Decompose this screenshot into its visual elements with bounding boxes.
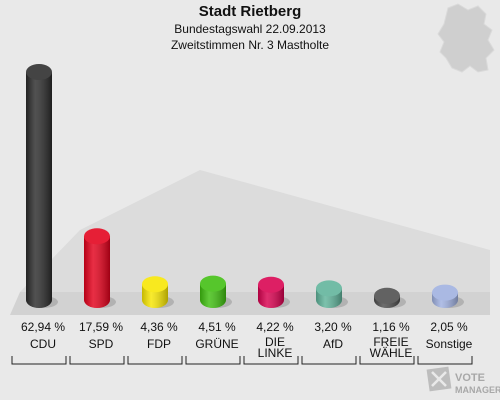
category-bracket — [301, 356, 357, 365]
bar-cdu — [26, 64, 58, 308]
category-label: CDU — [30, 337, 56, 351]
category-label: AfD — [323, 337, 343, 351]
chart-floor — [10, 292, 490, 315]
value-label: 4,36 % — [140, 320, 178, 334]
bar-die-linke — [258, 276, 290, 308]
value-label: 17,59 % — [79, 320, 123, 334]
bar-spd — [84, 228, 116, 308]
bar-sonstige — [432, 284, 464, 308]
chart-title: Stadt Rietberg — [198, 3, 302, 20]
category-label: FDP — [147, 337, 171, 351]
category-label: Sonstige — [426, 337, 473, 351]
vote-manager-logo: VOTE MANAGER — [426, 366, 500, 395]
value-label: 3,20 % — [314, 320, 352, 334]
value-label: 2,05 % — [430, 320, 468, 334]
chart-backdrop — [20, 170, 490, 292]
category-bracket — [417, 356, 473, 365]
chart-subtitle-date: Bundestagswahl 22.09.2013 — [174, 22, 326, 36]
chart-subtitle-district: Zweitstimmen Nr. 3 Mastholte — [170, 38, 330, 52]
category-bracket — [11, 356, 67, 365]
logo-line1: VOTE — [455, 372, 485, 384]
germany-map-icon — [437, 3, 495, 73]
category-bracket — [127, 356, 183, 365]
bar-freie-wähler — [374, 287, 406, 308]
bar-fdp — [142, 276, 174, 308]
category-label: LINKE — [258, 346, 293, 360]
value-label: 1,16 % — [372, 320, 410, 334]
category-bracket — [243, 356, 299, 365]
bar-afd — [316, 280, 348, 308]
value-label: 4,22 % — [256, 320, 294, 334]
logo-line2: MANAGER — [455, 385, 500, 395]
category-bracket — [359, 356, 415, 365]
category-bracket — [185, 356, 241, 365]
value-label: 4,51 % — [198, 320, 236, 334]
category-label: WÄHLE — [370, 346, 413, 360]
category-label: GRÜNE — [195, 337, 238, 351]
category-label: DIE — [265, 335, 285, 349]
category-label: FREIE — [373, 335, 408, 349]
category-bracket — [69, 356, 125, 365]
category-label: SPD — [89, 337, 114, 351]
bar-grüne — [200, 275, 232, 308]
value-label: 62,94 % — [21, 320, 65, 334]
